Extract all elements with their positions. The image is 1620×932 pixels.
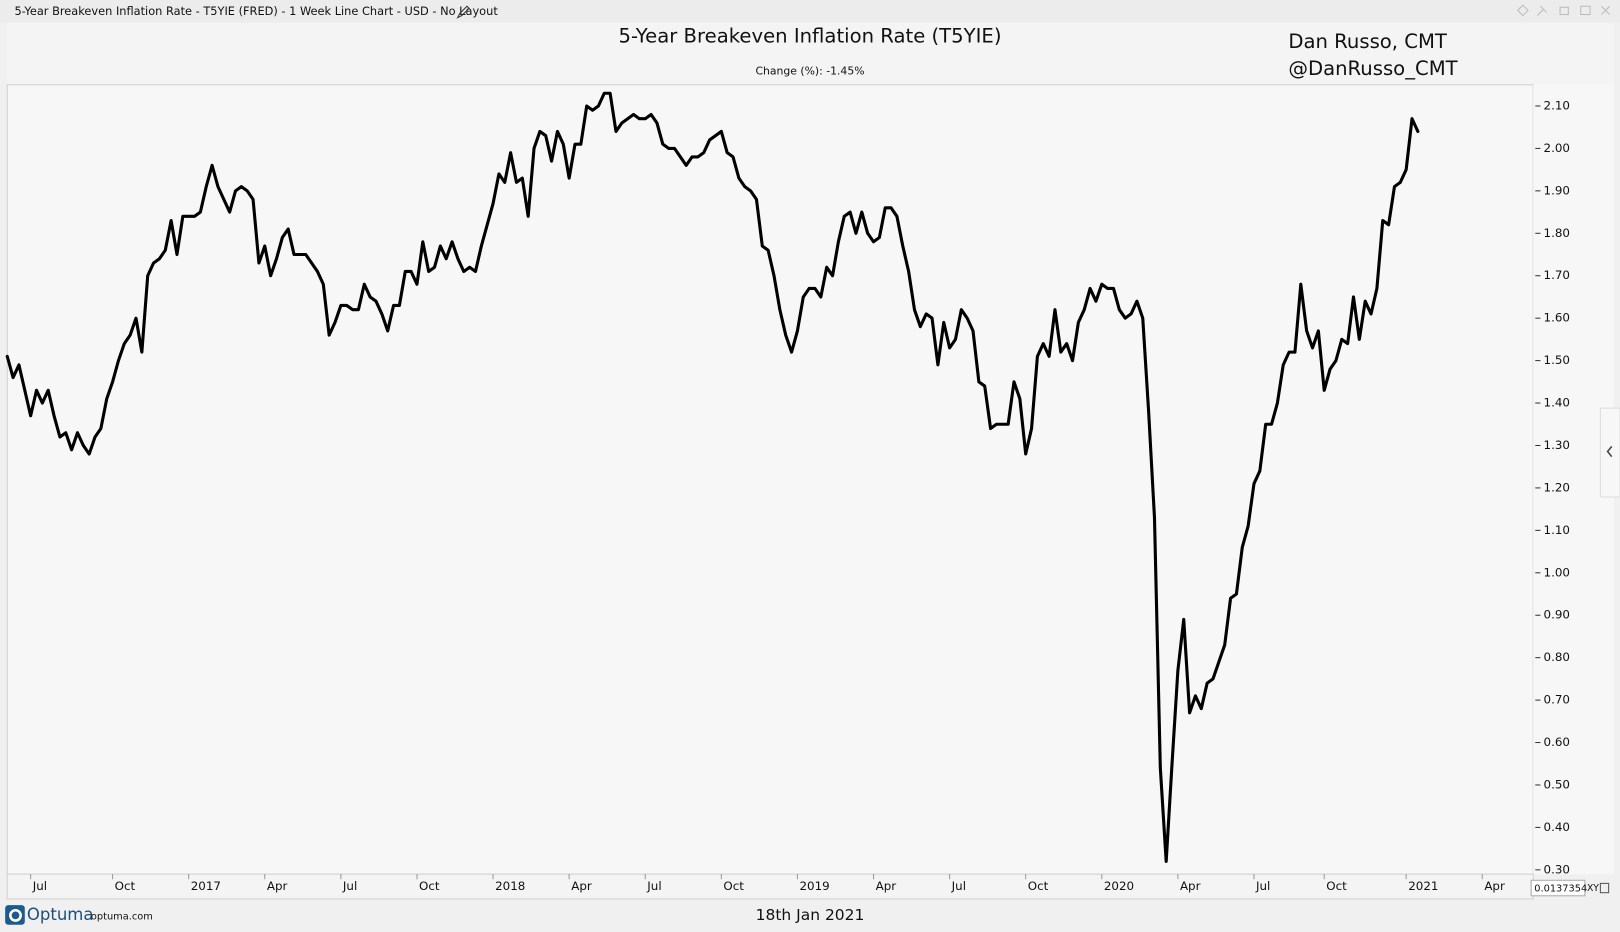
x-tick-label: 2020 <box>1104 879 1134 893</box>
diamond-icon[interactable] <box>1516 4 1529 17</box>
y-tick-label: 1.40 <box>1544 396 1570 410</box>
y-tick-label: 1.70 <box>1544 268 1570 282</box>
x-tick-label: 2017 <box>191 879 221 893</box>
chart-header <box>7 22 1614 85</box>
x-tick-label: Jul <box>951 879 966 893</box>
x-tick-label: Jul <box>1255 879 1270 893</box>
y-tick-label: 1.90 <box>1544 183 1570 197</box>
brand-site: optuma.com <box>91 911 153 922</box>
lock-icon[interactable] <box>1599 882 1610 894</box>
x-tick-label: Jul <box>32 879 47 893</box>
window-controls <box>1516 4 1611 17</box>
y-tick-label: 2.00 <box>1544 141 1570 155</box>
x-tick-label: Oct <box>1326 879 1347 893</box>
y-tick-label: 1.80 <box>1544 226 1570 240</box>
x-tick-label: Jul <box>646 879 661 893</box>
plot-area <box>6 84 1534 875</box>
chart-subtitle: Change (%): -1.45% <box>755 64 864 77</box>
title-bar <box>0 0 1620 23</box>
footer-date: 18th Jan 2021 <box>756 906 865 924</box>
scale-box[interactable] <box>1530 879 1586 897</box>
close-icon[interactable] <box>1601 5 1611 15</box>
y-tick-label: 1.10 <box>1544 523 1570 537</box>
annotation: Dan Russo, CMT <box>1288 30 1448 53</box>
x-axis-area <box>6 873 1534 900</box>
x-tick-label: Apr <box>571 879 592 893</box>
x-tick-label: Apr <box>267 879 288 893</box>
y-tick-label: 1.60 <box>1544 311 1570 325</box>
x-tick-label: Oct <box>419 879 440 893</box>
y-tick-label: 0.90 <box>1544 608 1570 622</box>
data-line <box>5 91 1420 863</box>
brand-logo-mark <box>9 908 22 922</box>
y-tick-label: 0.60 <box>1544 735 1570 749</box>
y-tick-label: 1.30 <box>1544 438 1570 452</box>
y-tick-label: 0.50 <box>1544 777 1570 791</box>
chart-title: 5-Year Breakeven Inflation Rate (T5YIE) <box>619 25 1002 48</box>
y-tick-label: 0.40 <box>1544 820 1570 834</box>
x-tick-label: Apr <box>876 879 897 893</box>
restore-icon[interactable] <box>1559 6 1569 16</box>
pin-icon[interactable] <box>1536 5 1548 16</box>
annotation: @DanRusso_CMT <box>1288 57 1458 80</box>
x-tick-label: 2021 <box>1408 879 1438 893</box>
maximize-icon[interactable] <box>1580 5 1591 16</box>
x-tick-label: 2018 <box>495 879 525 893</box>
x-tick-label: Oct <box>1028 879 1049 893</box>
brand-name: Optuma <box>27 905 94 924</box>
x-tick-label: 2019 <box>799 879 829 893</box>
x-tick-label: Oct <box>115 879 136 893</box>
x-tick-label: Apr <box>1484 879 1505 893</box>
scale-value: 0.0137354 <box>1534 884 1587 895</box>
window-title: 5-Year Breakeven Inflation Rate - T5YIE … <box>14 4 498 18</box>
y-tick-label: 0.80 <box>1544 650 1570 664</box>
scale-mode[interactable]: XY <box>1587 883 1599 894</box>
y-tick-label: 0.70 <box>1544 693 1570 707</box>
y-tick-label: 1.20 <box>1544 480 1570 494</box>
y-tick-label: 0.30 <box>1544 862 1570 876</box>
x-tick-label: Oct <box>723 879 744 893</box>
x-tick-label: Jul <box>342 879 357 893</box>
collapse-arrow <box>1606 445 1613 458</box>
y-tick-label: 2.10 <box>1544 98 1570 112</box>
y-tick-label: 1.00 <box>1544 565 1570 579</box>
y-tick-label: 1.50 <box>1544 353 1570 367</box>
side-panel-tab[interactable] <box>1599 407 1620 498</box>
edit-icon[interactable] <box>456 5 470 19</box>
x-tick-label: Apr <box>1180 879 1201 893</box>
